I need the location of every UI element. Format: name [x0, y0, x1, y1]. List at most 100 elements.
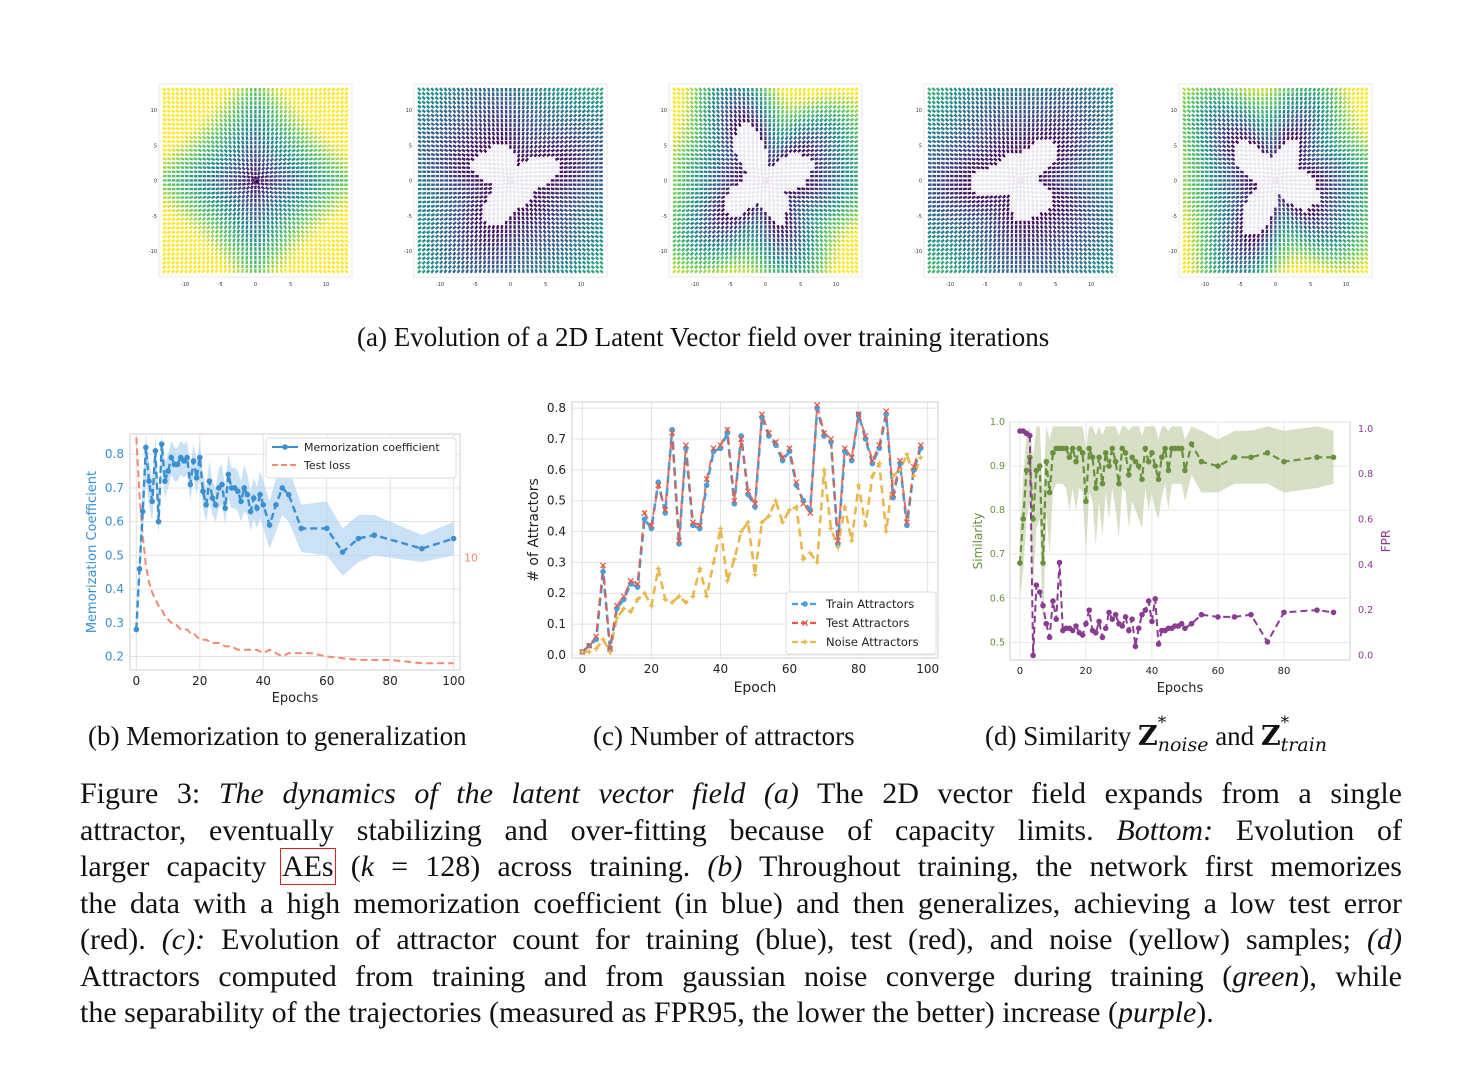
- y-tick-label: 0.3: [105, 616, 124, 630]
- fpr-point: [1056, 559, 1063, 566]
- fpr-point: [1050, 598, 1056, 604]
- y-tick-label: 0.6: [990, 593, 1005, 604]
- y-tick-label: 0.3: [547, 555, 566, 569]
- fpr-point: [1102, 625, 1109, 632]
- fpr-point: [1132, 643, 1139, 650]
- vector-field-svg: -10 -5 0 5 10 10 5 0 -5 -10: [914, 83, 1118, 288]
- test-attractor-point: [675, 537, 683, 544]
- fpr-point: [1086, 607, 1093, 613]
- y-axis-label: # of Attractors: [526, 478, 542, 582]
- train-attractor-point: [600, 568, 606, 575]
- fpr-point: [1119, 623, 1126, 629]
- fpr-point: [1053, 616, 1060, 622]
- memorization-point: [193, 475, 200, 481]
- y-tick-label: 0.7: [990, 549, 1005, 560]
- similarity-point: [1165, 467, 1172, 474]
- vf-x-tick: 5: [1309, 282, 1312, 288]
- similarity-point: [1145, 458, 1152, 465]
- noise-attractor-point: [648, 602, 655, 609]
- test-attractor-point: [613, 602, 620, 609]
- test-attractor-point: [848, 454, 855, 461]
- test-attractor-point: [765, 429, 772, 436]
- fpr-point: [1109, 616, 1116, 622]
- fpr-point: [1155, 641, 1162, 647]
- vector-field-svg: -10 -5 0 5 10 10 5 0 -5 -10: [404, 83, 608, 288]
- noise-attractor-point: [634, 596, 641, 603]
- memorization-point: [143, 444, 149, 451]
- memorization-point: [133, 626, 140, 633]
- fpr-point: [1188, 620, 1195, 627]
- vf-y-tick: 5: [409, 143, 412, 149]
- x-tick-label: 80: [851, 662, 866, 676]
- caption-line: the data with a high memorization coeffi…: [80, 886, 1402, 923]
- x-tick-label: 100: [442, 674, 465, 688]
- memorization-point: [254, 505, 260, 511]
- vector-field-svg: -10 -5 0 5 10 10 5 0 -5 -10: [149, 83, 353, 288]
- vf-y-tick: 0: [154, 179, 157, 185]
- memorization-point: [146, 478, 152, 484]
- test-attractor-point: [827, 435, 835, 443]
- vf-y-tick: 5: [919, 143, 922, 149]
- vf-y-tick: 5: [1174, 143, 1177, 149]
- similarity-point: [1027, 454, 1033, 461]
- similarity-point: [1069, 445, 1076, 452]
- noise-attractor-point: [696, 565, 703, 572]
- legend-label: Noise Attractors: [826, 635, 919, 649]
- memorization-point: [247, 508, 254, 515]
- test-attractor-point: [724, 426, 731, 433]
- vf-x-tick: 0: [509, 282, 512, 288]
- fpr-point: [1073, 623, 1079, 629]
- test-attractor-point: [600, 562, 607, 569]
- noise-attractor-point: [717, 525, 724, 532]
- caption-d-z2: Z: [1260, 721, 1281, 752]
- noise-attractor-point: [786, 506, 793, 514]
- aes-link[interactable]: AEs: [279, 848, 336, 885]
- fpr-point: [1264, 639, 1271, 645]
- similarity-band: [1019, 426, 1334, 634]
- y-tick-label: 1.0: [990, 417, 1005, 428]
- memorization-point: [190, 458, 197, 464]
- vf-x-tick: 5: [544, 282, 547, 288]
- test-attractor-point: [772, 439, 779, 446]
- similarity-point: [1017, 560, 1023, 566]
- legend-marker: [802, 601, 808, 607]
- legend-test-loss: Test loss: [303, 459, 351, 472]
- x-tick-label: 0: [1017, 666, 1023, 677]
- memorization-point: [225, 471, 232, 478]
- caption-d-sub-train: train: [1280, 734, 1328, 756]
- test-attractor-point: [593, 633, 600, 640]
- similarity-point: [1033, 467, 1040, 474]
- x-tick-label: 60: [319, 674, 334, 688]
- memorization-point: [419, 545, 425, 552]
- memorization-point: [339, 549, 346, 555]
- test-attractor-point: [876, 442, 883, 449]
- fpr-point: [1033, 582, 1040, 588]
- similarity-point: [1178, 445, 1185, 452]
- caption-segment: (d): [1367, 923, 1402, 956]
- fpr-point: [1122, 614, 1129, 620]
- x-tick-label: 40: [1146, 666, 1159, 677]
- caption-d-star2: *: [1280, 713, 1290, 733]
- vf-y-tick: -10: [149, 249, 157, 255]
- x-axis-label: Epoch: [734, 680, 777, 696]
- y-right-tick-label: 0.6: [1358, 514, 1373, 525]
- caption-segment: Figure 3:: [80, 777, 219, 810]
- chart-attractors: 0 20 40 60 80 100 0.0 0.1 0.2 0.3 0.4 0.5 0.6 0.7 0.8 T…: [520, 396, 950, 701]
- similarity-point: [1020, 516, 1027, 522]
- noise-attractor-point: [620, 605, 627, 612]
- fpr-point: [1142, 607, 1149, 613]
- memorization-point: [260, 502, 267, 508]
- noise-attractor-point: [744, 519, 752, 526]
- memorization-line: [135, 443, 455, 630]
- memorization-point: [209, 495, 216, 501]
- fpr-point: [1129, 616, 1135, 622]
- vf-x-tick: -5: [473, 282, 478, 288]
- caption-segment: purple: [1117, 996, 1197, 1029]
- x-tick-label: 40: [256, 674, 271, 688]
- caption-segment: larger capacity: [80, 850, 282, 883]
- x-tick-label: 60: [1212, 666, 1225, 677]
- vf-y-tick: -10: [404, 249, 412, 255]
- similarity-point: [1132, 458, 1139, 465]
- test-attractor-point: [758, 411, 765, 418]
- vector-field-panel-5: -10 -5 0 5 10 10 5 0 -5 -10: [1165, 80, 1375, 290]
